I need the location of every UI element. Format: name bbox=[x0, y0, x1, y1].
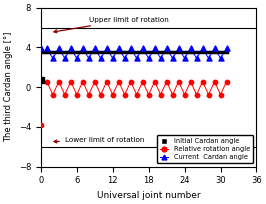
Point bbox=[147, 93, 151, 96]
Point bbox=[200, 80, 205, 83]
Point bbox=[57, 47, 61, 50]
Point bbox=[171, 93, 175, 96]
Point bbox=[152, 80, 157, 83]
Point bbox=[152, 47, 157, 50]
Point bbox=[51, 93, 55, 96]
Point bbox=[93, 47, 97, 50]
Point bbox=[128, 80, 133, 83]
Point bbox=[194, 57, 199, 60]
Point bbox=[123, 93, 127, 96]
Point bbox=[111, 57, 115, 60]
Point bbox=[75, 57, 79, 60]
Point bbox=[45, 80, 49, 83]
Point bbox=[171, 57, 175, 60]
Point bbox=[128, 47, 133, 50]
Point bbox=[218, 93, 223, 96]
Point bbox=[117, 80, 121, 83]
Point bbox=[182, 57, 187, 60]
Point bbox=[39, 47, 43, 50]
Text: Upper limit of rotation: Upper limit of rotation bbox=[54, 17, 168, 33]
Point bbox=[51, 57, 55, 60]
Point bbox=[188, 47, 193, 50]
Point bbox=[123, 57, 127, 60]
Point bbox=[63, 93, 67, 96]
Point bbox=[135, 93, 139, 96]
Point bbox=[200, 47, 205, 50]
Point bbox=[206, 57, 211, 60]
Point bbox=[57, 80, 61, 83]
Point bbox=[225, 80, 229, 83]
Point bbox=[45, 47, 49, 50]
Point bbox=[99, 57, 103, 60]
Point bbox=[176, 47, 181, 50]
Point bbox=[135, 57, 139, 60]
Point bbox=[81, 80, 85, 83]
Point bbox=[164, 47, 169, 50]
Point bbox=[206, 93, 211, 96]
Point bbox=[93, 80, 97, 83]
Point bbox=[87, 57, 91, 60]
Point bbox=[140, 47, 145, 50]
Point bbox=[218, 57, 223, 60]
Point bbox=[212, 47, 217, 50]
Point bbox=[87, 93, 91, 96]
Point bbox=[105, 47, 109, 50]
Point bbox=[194, 93, 199, 96]
Point bbox=[164, 80, 169, 83]
Point bbox=[159, 57, 163, 60]
X-axis label: Universal joint number: Universal joint number bbox=[97, 191, 201, 200]
Point bbox=[111, 93, 115, 96]
Point bbox=[63, 57, 67, 60]
Point bbox=[225, 47, 229, 50]
Point bbox=[147, 57, 151, 60]
Text: Lower limit of rotation: Lower limit of rotation bbox=[54, 137, 144, 143]
Point bbox=[39, 123, 43, 126]
Point bbox=[105, 80, 109, 83]
Point bbox=[140, 80, 145, 83]
Point bbox=[69, 80, 73, 83]
Point bbox=[159, 93, 163, 96]
Point bbox=[182, 93, 187, 96]
Point bbox=[99, 93, 103, 96]
Point bbox=[117, 47, 121, 50]
Point bbox=[69, 47, 73, 50]
Point bbox=[212, 80, 217, 83]
Y-axis label: The third Cardan angle [°]: The third Cardan angle [°] bbox=[4, 32, 13, 142]
Point bbox=[176, 80, 181, 83]
Point bbox=[188, 80, 193, 83]
Legend: Initial Cardan angle, Relative rotation angle, Current  Cardan angle: Initial Cardan angle, Relative rotation … bbox=[157, 135, 253, 163]
Point bbox=[39, 79, 43, 82]
Point bbox=[81, 47, 85, 50]
Point bbox=[75, 93, 79, 96]
